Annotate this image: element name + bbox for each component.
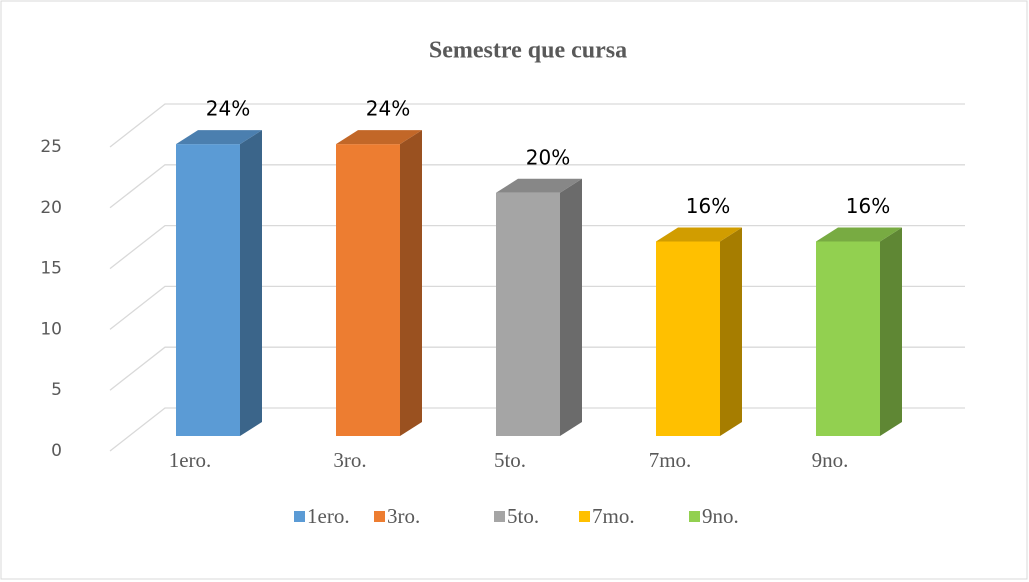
bar — [816, 227, 902, 436]
bar-side — [240, 130, 262, 436]
data-label: 16% — [686, 194, 730, 218]
data-label: 24% — [206, 97, 250, 121]
legend-label: 7mo. — [592, 504, 635, 528]
legend-swatch — [374, 511, 385, 522]
data-label: 16% — [846, 194, 890, 218]
x-tick-label: 3ro. — [333, 448, 366, 472]
legend-swatch — [494, 511, 505, 522]
legend-swatch — [689, 511, 700, 522]
bar-top — [656, 227, 742, 242]
legend-swatch — [294, 511, 305, 522]
bar — [336, 130, 422, 436]
bar-side — [400, 130, 422, 436]
grid-line — [109, 224, 965, 270]
bar-top — [336, 130, 422, 145]
chart-title: Semestre que cursa — [429, 38, 627, 64]
legend-label: 1ero. — [307, 504, 350, 528]
legend-label: 9no. — [702, 504, 739, 528]
x-tick-label: 5to. — [494, 448, 526, 472]
x-tick-label: 1ero. — [169, 448, 212, 472]
bar-front — [656, 241, 720, 436]
bar-side — [880, 227, 902, 436]
bar-side — [720, 227, 742, 436]
bar-front — [176, 144, 240, 436]
bar-side — [560, 178, 582, 437]
data-label: 24% — [366, 97, 410, 121]
x-tick-label: 7mo. — [649, 448, 692, 472]
bar-top — [176, 130, 262, 145]
x-tick-label: 9no. — [812, 448, 849, 472]
y-tick-label: 25 — [40, 137, 62, 157]
y-tick-label: 0 — [51, 441, 62, 461]
bar — [496, 178, 582, 437]
legend-swatch — [579, 511, 590, 522]
y-tick-label: 15 — [40, 259, 62, 279]
bar-front — [336, 144, 400, 436]
bar — [656, 227, 742, 436]
legend-label: 3ro. — [387, 504, 420, 528]
y-tick-label: 10 — [40, 319, 62, 339]
data-label: 20% — [526, 145, 570, 169]
y-tick-label: 20 — [40, 198, 62, 218]
legend-label: 5to. — [507, 504, 539, 528]
bar — [176, 130, 262, 436]
bar-top — [816, 227, 902, 242]
bar-front — [816, 241, 880, 436]
bar-top — [496, 178, 582, 193]
grid-line — [109, 103, 965, 148]
y-tick-label: 5 — [51, 380, 62, 400]
bar-front — [496, 192, 560, 436]
grid-line — [109, 164, 965, 209]
